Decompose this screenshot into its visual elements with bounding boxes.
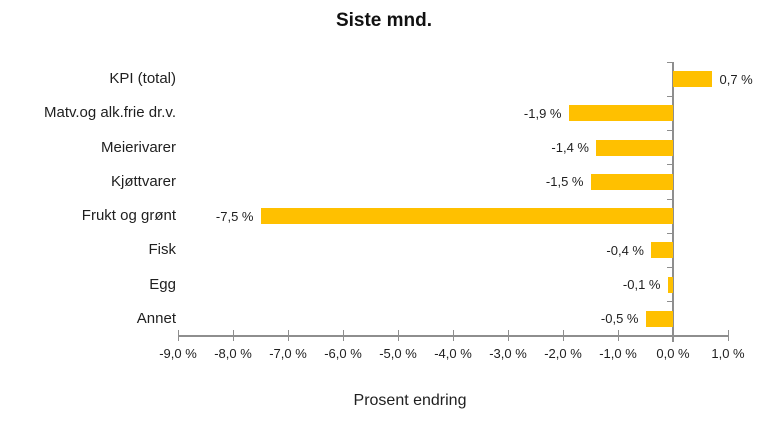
x-tick-label: -1,0 % (599, 346, 637, 361)
category-label: Annet (136, 309, 176, 327)
x-axis-line (178, 335, 729, 337)
x-tick-label: -3,0 % (489, 346, 527, 361)
bar-value-label: -1,4 % (551, 140, 589, 156)
x-tick-label: -6,0 % (324, 346, 362, 361)
category-label: Fisk (148, 241, 177, 259)
category-tick-mark (667, 335, 673, 337)
x-tick-mark (562, 330, 564, 341)
x-tick-mark (177, 330, 179, 341)
chart-title: Siste mnd. (335, 10, 433, 31)
x-tick-label: -8,0 % (214, 346, 252, 361)
bar (260, 208, 673, 225)
category-tick-mark (667, 198, 673, 200)
x-tick-mark (232, 330, 234, 341)
bar (596, 139, 673, 156)
x-tick-mark (507, 330, 509, 341)
x-tick-label: -9,0 % (159, 346, 197, 361)
category-label: Matv.og alk.frie dr.v. (44, 104, 176, 122)
x-axis-title: Prosent endring (353, 392, 467, 409)
bar (590, 173, 673, 190)
bar-value-label: -1,9 % (523, 105, 562, 121)
category-label: Egg (149, 275, 176, 293)
x-tick-label: -5,0 % (379, 346, 417, 361)
bar (667, 276, 673, 293)
category-tick-mark (667, 164, 673, 166)
category-label: Frukt og grønt (81, 207, 176, 225)
x-tick-label: -2,0 % (544, 346, 582, 361)
bar-value-label: 0,7 % (719, 71, 753, 87)
category-tick-mark (667, 232, 673, 234)
x-tick-label: -7,0 % (269, 346, 307, 361)
category-tick-mark (667, 95, 673, 97)
x-tick-mark (342, 330, 344, 341)
bar-value-label: -0,1 % (622, 277, 661, 293)
x-tick-mark (727, 330, 729, 341)
category-label: KPI (total) (109, 70, 176, 88)
category-label: Kjøttvarer (110, 172, 176, 190)
bar-value-label: -0,4 % (606, 242, 644, 258)
x-tick-mark (452, 330, 454, 341)
bar (651, 242, 673, 259)
bar-value-label: -1,5 % (545, 174, 584, 190)
x-tick-label: 1,0 % (711, 346, 745, 361)
x-tick-label: 0,0 % (656, 346, 690, 361)
x-tick-mark (397, 330, 399, 341)
bar (673, 71, 712, 88)
category-tick-mark (667, 301, 673, 303)
category-axis-line (672, 62, 674, 342)
category-tick-mark (667, 130, 673, 131)
bar-value-label: -0,5 % (600, 311, 639, 327)
bar-value-label: -7,5 % (215, 208, 254, 224)
category-label: Meierivarer (100, 138, 176, 156)
x-tick-mark (287, 330, 289, 341)
bar (568, 105, 673, 122)
x-tick-label: -4,0 % (434, 346, 472, 361)
category-tick-mark (667, 61, 673, 63)
bar (645, 310, 673, 327)
x-tick-mark (617, 330, 619, 341)
category-tick-mark (667, 267, 673, 268)
